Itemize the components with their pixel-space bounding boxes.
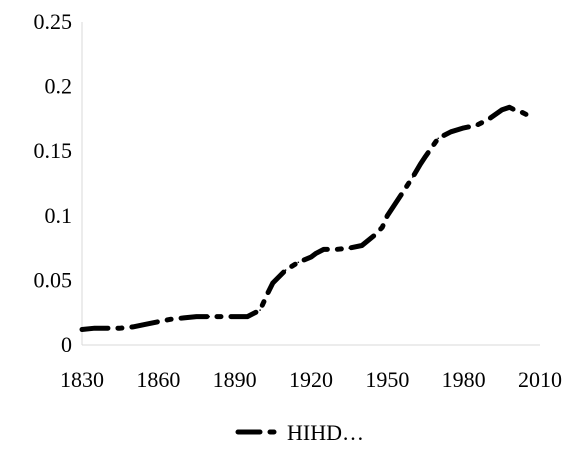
data-point bbox=[450, 131, 452, 133]
x-tick-label: 1860 bbox=[136, 367, 180, 392]
y-tick-label: 0.2 bbox=[45, 74, 73, 99]
y-tick-label: 0.25 bbox=[34, 9, 73, 34]
data-point bbox=[399, 195, 401, 198]
data-point bbox=[348, 247, 351, 249]
data-point bbox=[132, 326, 134, 328]
data-point bbox=[144, 323, 147, 326]
data-point bbox=[183, 317, 185, 319]
data-point bbox=[501, 109, 503, 111]
series-line-hihd bbox=[79, 104, 530, 332]
data-point bbox=[297, 261, 300, 264]
data-point bbox=[488, 118, 490, 120]
x-tick-label: 1830 bbox=[60, 367, 104, 392]
data-point bbox=[259, 309, 261, 311]
data-point bbox=[386, 215, 389, 217]
data-point bbox=[419, 163, 422, 165]
data-point bbox=[310, 256, 312, 258]
data-point bbox=[266, 292, 269, 295]
data-point bbox=[119, 327, 121, 330]
x-tick-label: 2010 bbox=[518, 367, 562, 392]
data-point bbox=[170, 318, 172, 321]
data-point bbox=[272, 282, 274, 284]
x-tick-label: 1950 bbox=[365, 367, 409, 392]
data-point bbox=[284, 269, 287, 271]
data-point bbox=[521, 111, 523, 114]
x-tick-label: 1980 bbox=[442, 367, 486, 392]
x-tick-label: 1890 bbox=[213, 367, 257, 392]
legend-label-hihd: HIHD… bbox=[287, 420, 364, 445]
legend: HIHD… bbox=[235, 420, 364, 445]
data-point bbox=[361, 244, 363, 247]
data-point bbox=[106, 327, 109, 330]
data-point bbox=[373, 234, 376, 236]
x-tick-label: 1920 bbox=[289, 367, 333, 392]
y-tick-label: 0.1 bbox=[45, 203, 73, 228]
data-point bbox=[322, 248, 325, 251]
x-axis-ticks: 1830 1860 1890 1920 1950 1980 2010 bbox=[60, 367, 562, 392]
data-point bbox=[412, 176, 414, 178]
y-tick-label: 0.15 bbox=[34, 138, 73, 163]
data-point bbox=[81, 328, 83, 331]
data-point bbox=[233, 315, 236, 318]
data-point bbox=[513, 109, 516, 111]
data-point bbox=[335, 248, 338, 251]
data-point bbox=[381, 226, 384, 229]
data-point bbox=[208, 315, 210, 318]
data-point bbox=[462, 127, 465, 129]
data-point bbox=[246, 315, 249, 318]
data-point bbox=[221, 315, 223, 318]
data-point bbox=[93, 327, 96, 330]
y-tick-label: 0.05 bbox=[34, 267, 73, 292]
data-point bbox=[475, 124, 478, 127]
y-tick-label: 0 bbox=[61, 332, 72, 357]
y-axis-ticks: 0 0.05 0.1 0.15 0.2 0.25 bbox=[34, 9, 73, 357]
data-point bbox=[157, 320, 160, 323]
series-layer bbox=[79, 104, 530, 332]
data-point bbox=[424, 155, 427, 158]
data-point bbox=[508, 106, 511, 109]
data-point bbox=[437, 137, 440, 140]
data-point bbox=[315, 252, 317, 255]
data-point bbox=[526, 114, 529, 116]
data-point bbox=[195, 315, 198, 318]
